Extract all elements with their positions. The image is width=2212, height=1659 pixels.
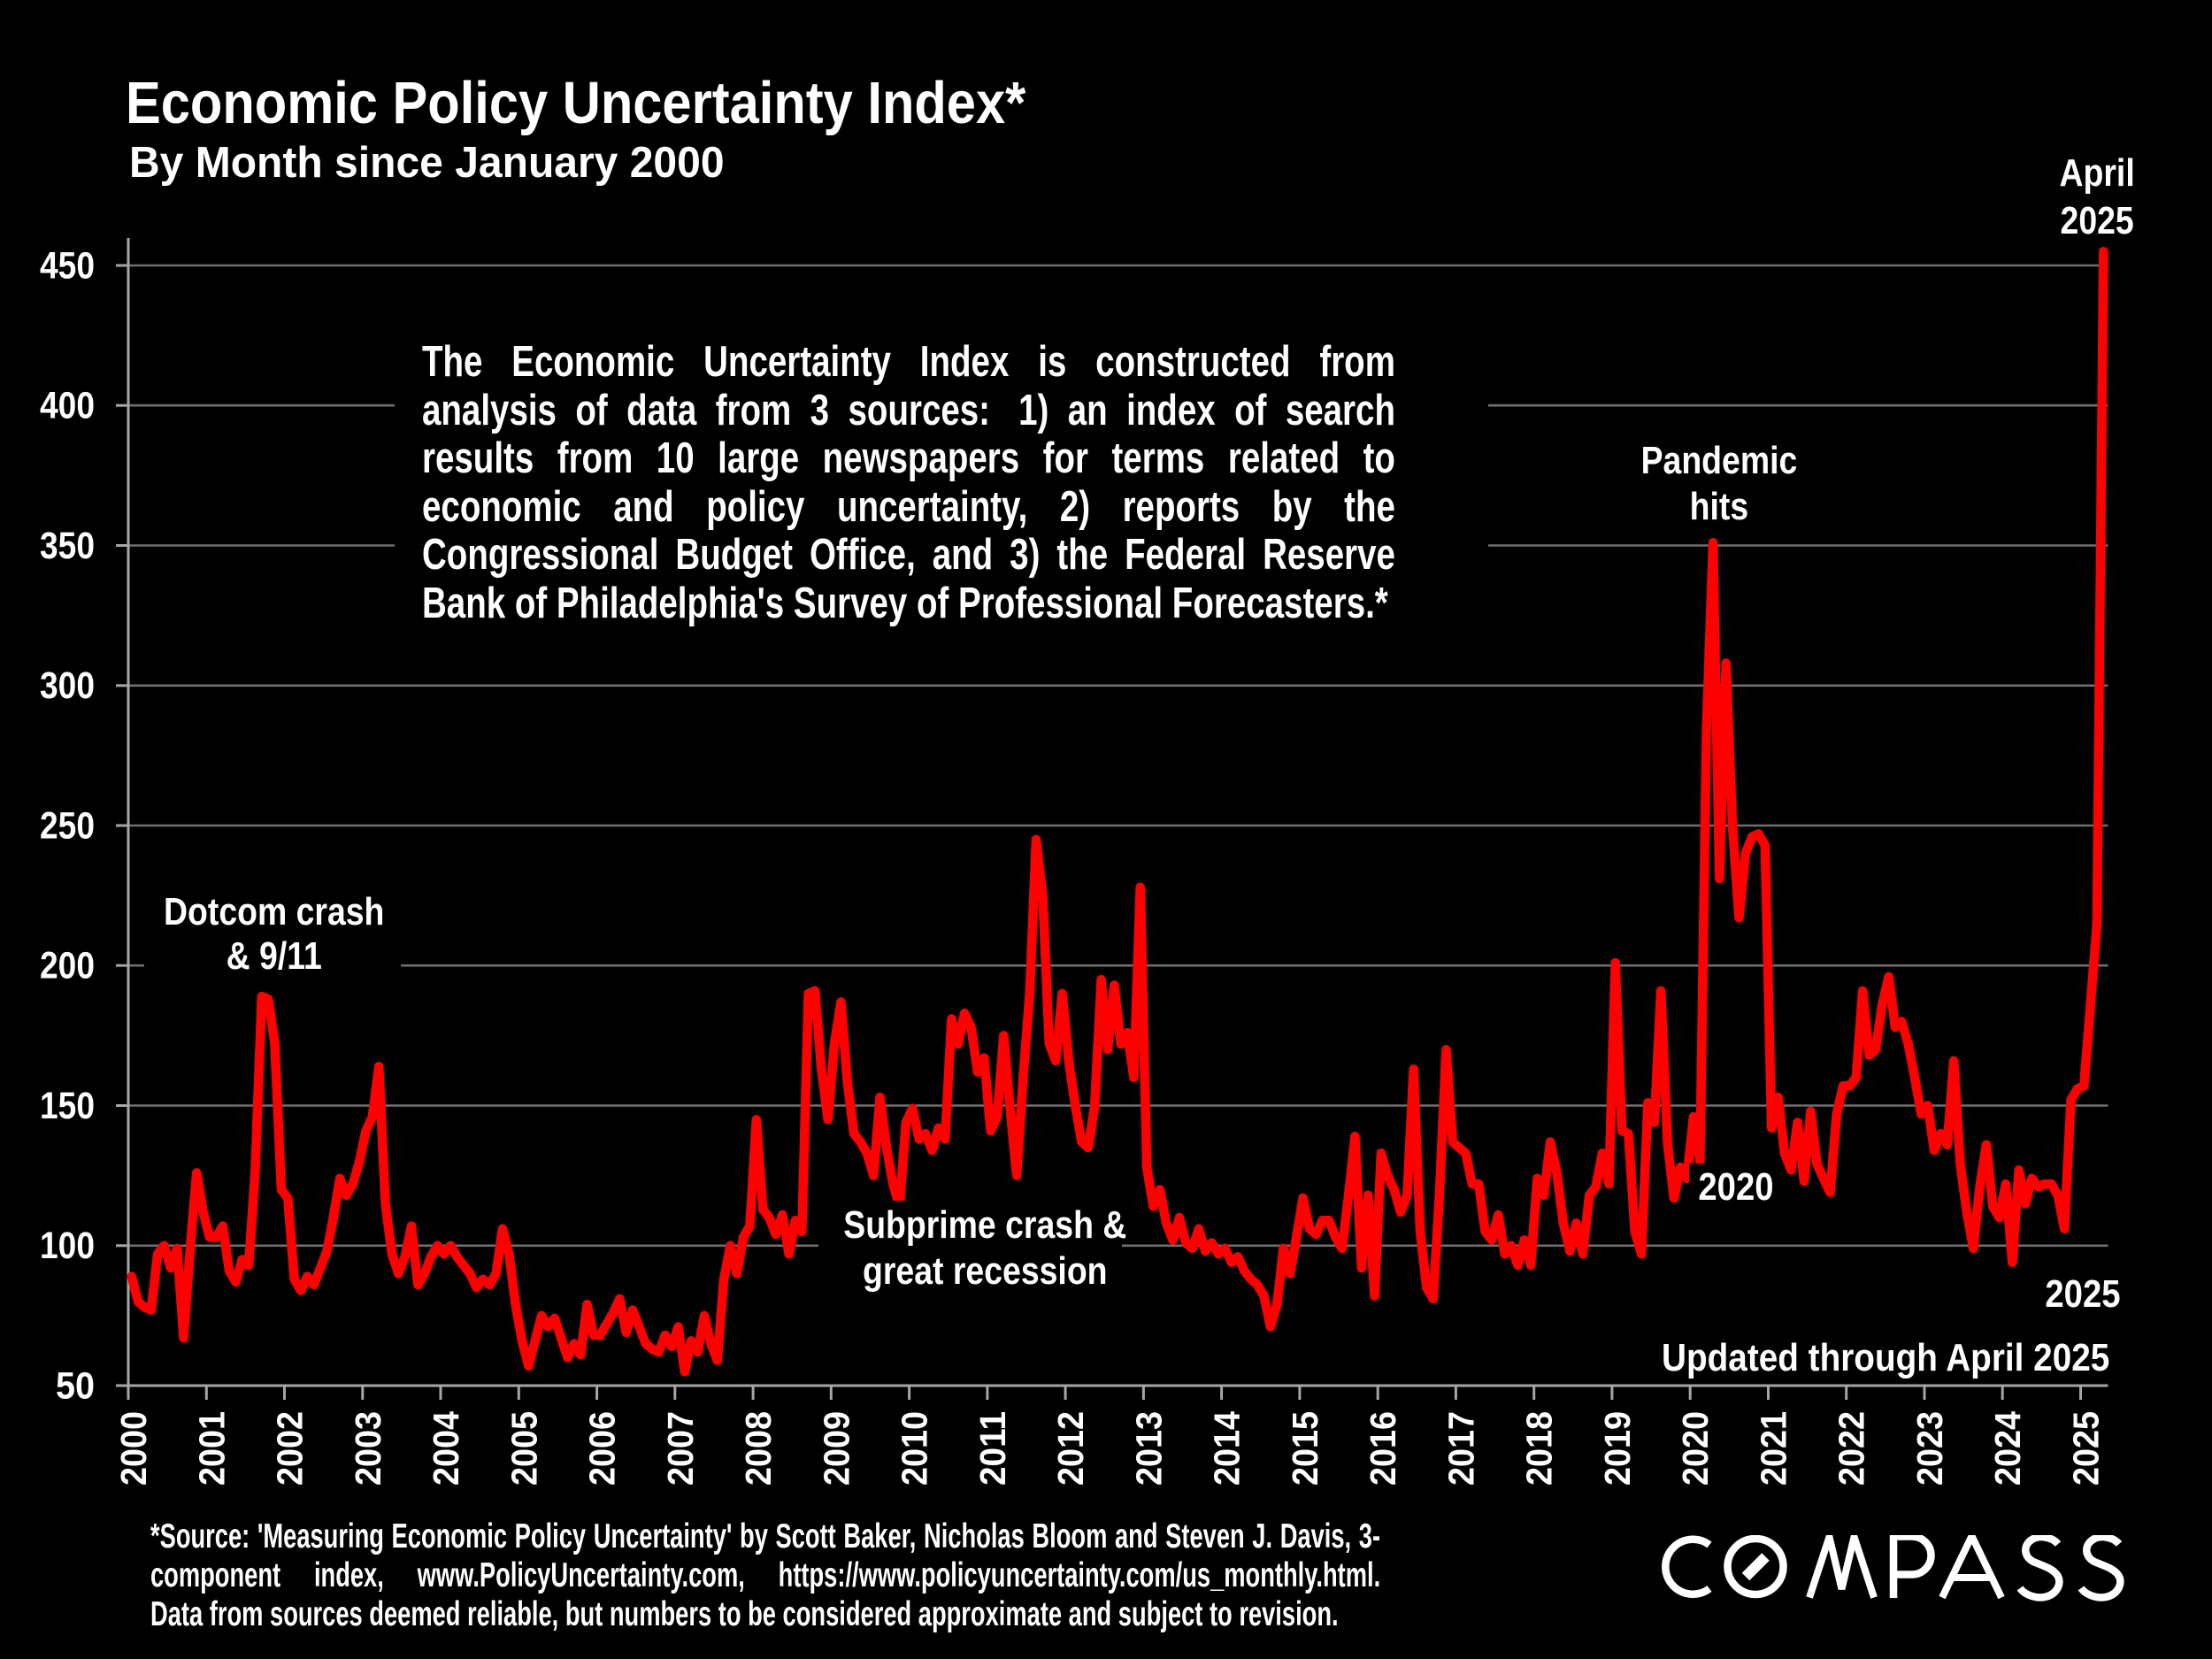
svg-text:2011: 2011: [972, 1411, 1013, 1486]
svg-text:2016: 2016: [1363, 1411, 1403, 1486]
svg-text:450: 450: [40, 244, 95, 287]
svg-text:2005: 2005: [503, 1411, 544, 1486]
svg-text:2015: 2015: [1285, 1411, 1325, 1486]
svg-text:300: 300: [40, 664, 95, 707]
svg-text:2001: 2001: [191, 1411, 232, 1486]
svg-text:2013: 2013: [1128, 1411, 1169, 1486]
svg-text:200: 200: [40, 945, 95, 987]
svg-text:2023: 2023: [1909, 1411, 1950, 1486]
svg-text:2008: 2008: [738, 1411, 779, 1486]
svg-text:2019: 2019: [1597, 1411, 1638, 1486]
svg-text:50: 50: [56, 1364, 95, 1407]
svg-text:2007: 2007: [660, 1411, 701, 1486]
svg-text:2024: 2024: [1987, 1411, 2028, 1486]
svg-text:250: 250: [40, 804, 95, 847]
svg-text:2010: 2010: [895, 1411, 935, 1486]
svg-text:2003: 2003: [348, 1411, 388, 1486]
svg-text:2002: 2002: [270, 1411, 311, 1486]
svg-text:2000: 2000: [113, 1411, 154, 1486]
svg-text:2009: 2009: [816, 1411, 856, 1486]
svg-text:2006: 2006: [582, 1411, 623, 1486]
svg-text:100: 100: [40, 1225, 95, 1267]
svg-text:150: 150: [40, 1085, 95, 1127]
svg-text:2014: 2014: [1207, 1411, 1248, 1486]
svg-text:2022: 2022: [1832, 1411, 1872, 1486]
svg-text:2012: 2012: [1050, 1411, 1091, 1486]
svg-text:350: 350: [40, 525, 95, 567]
svg-text:2020: 2020: [1675, 1411, 1716, 1486]
svg-text:2018: 2018: [1519, 1411, 1560, 1486]
svg-text:2025: 2025: [2066, 1411, 2107, 1486]
svg-text:2004: 2004: [426, 1411, 466, 1486]
svg-text:2021: 2021: [1754, 1411, 1794, 1486]
svg-text:400: 400: [40, 385, 95, 427]
svg-text:2017: 2017: [1440, 1411, 1481, 1486]
